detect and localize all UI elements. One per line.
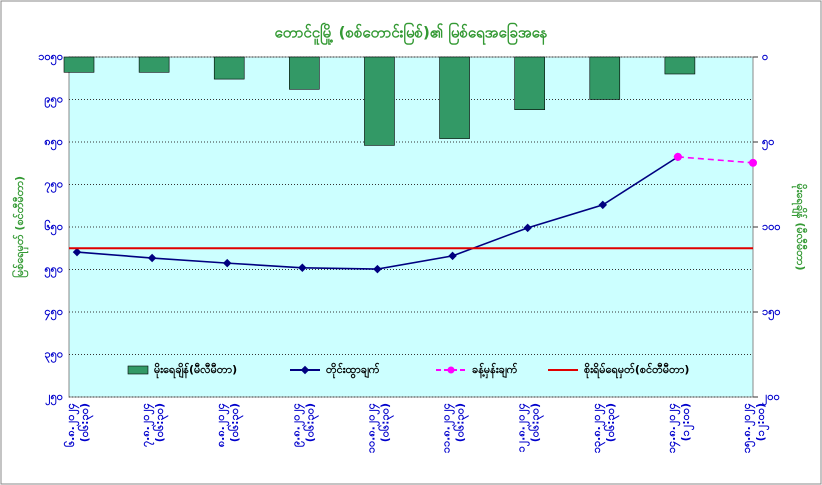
y-tick-label: ၄၅၀ [44, 305, 63, 321]
line [677, 156, 754, 164]
y-tick-label: ၃၅၀ [44, 348, 63, 364]
point [373, 264, 382, 274]
y2-tick-label: ၁၀၀ [762, 220, 781, 233]
point [673, 152, 682, 161]
y2-tick-label: ၅၀ [762, 135, 774, 151]
legend-swatch [127, 365, 149, 375]
point [749, 158, 757, 167]
x-tick-label: (၀၆:၃၀) [303, 403, 319, 442]
y-tick-label: ၆၅၀ [44, 220, 63, 236]
x-tick-label: (၁၂:၀၀) [679, 403, 695, 441]
x-tick-label: ၆.၈.၂၀၂၄ [64, 403, 80, 447]
bar [589, 56, 621, 100]
point [147, 253, 157, 263]
y-tick-label: ၅၅၀ [44, 263, 63, 279]
x-tick-label: ၁၀.၈.၂၀၂၄ [364, 403, 380, 453]
x-tick-label: (၀၆:၃၀) [604, 403, 620, 442]
x-tick-label: (၀၆:၃၀) [529, 403, 545, 442]
legend-label: ခန့်မှန်းချက် [472, 362, 518, 379]
point [448, 251, 457, 261]
x-tick-label: ၁၁.၈.၂၀၂၄ [440, 403, 456, 453]
y-tick-label: ၁၀၅၀ [38, 50, 63, 66]
bar [439, 56, 470, 139]
x-tick-label: ၁၃.၈.၂၀၂၄ [590, 403, 606, 453]
x-tick-label: (၁၂:၀၀) [754, 403, 770, 441]
bar [289, 56, 320, 90]
bar [514, 56, 545, 111]
y-tick-label: ၂၅၀ [45, 390, 63, 406]
y-axis-title: မြစ်ရေမှတ် (စင်တီမီတာ) [11, 176, 29, 278]
bar [63, 56, 95, 73]
bar [213, 56, 245, 80]
bar [664, 56, 696, 75]
y2-tick-label: ၂၀၀ [762, 390, 780, 406]
legend-swatch [300, 365, 310, 375]
legend-swatch [447, 366, 455, 374]
x-tick-label: ၇.၈.၂၀၂၄ [139, 403, 155, 447]
bar [138, 56, 170, 73]
legend-label: တိုင်းထွာချက် [326, 362, 380, 379]
point [298, 263, 307, 273]
x-tick-label: (၀၆:၃၀) [153, 403, 169, 442]
point [222, 258, 232, 268]
x-tick-label: ၉.၈.၂၀၂၄ [289, 403, 305, 447]
point [72, 247, 82, 257]
x-tick-label: (၀၆:၃၀) [78, 403, 94, 442]
legend-label: စိုးရိမ်ရေမှတ်(စင်တီမီတာ) [584, 362, 689, 379]
bar [364, 56, 395, 146]
x-tick-label: (၀၆:၃၀) [454, 403, 470, 442]
legend-label: မိုးရေချိန်(မီလီမီတာ) [154, 362, 237, 379]
x-tick-label: (၀၆:၃၀) [378, 403, 394, 442]
y2-tick-label: ၀ [762, 50, 768, 63]
y-tick-label: ၇၅၀ [44, 178, 63, 194]
x-tick-label: ၁၂.၈.၂၀၂၄ [515, 403, 531, 452]
y-tick-label: ၈၅၀ [44, 135, 63, 151]
x-tick-label: ၁၄.၈.၂၀၂၄ [665, 403, 681, 453]
x-tick-label: ၁၅.၈.၂၀၂၄ [740, 403, 756, 453]
y2-axis-title: မိုးရေချိန် (မီလီမီတာ) [791, 184, 808, 271]
x-tick-label: (၀၆:၃၀) [228, 403, 244, 442]
y-tick-label: ၉၅၀ [44, 93, 63, 109]
y2-tick-label: ၁၅၀ [762, 305, 781, 321]
x-tick-label: ၈.၈.၂၀၂၄ [214, 403, 230, 447]
